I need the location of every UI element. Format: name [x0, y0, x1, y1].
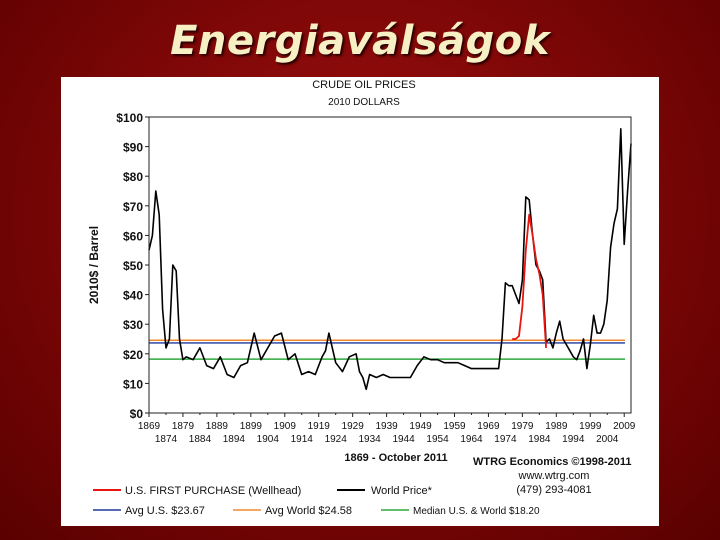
- x-tick-label: 1994: [562, 434, 585, 445]
- y-tick-label: $40: [123, 289, 143, 303]
- x-tick-label: 1944: [392, 434, 415, 445]
- y-tick-label: $50: [123, 259, 143, 273]
- x-tick-label: 1884: [189, 434, 212, 445]
- y-tick-label: $100: [116, 111, 143, 125]
- x-tick-label: 1914: [291, 434, 314, 445]
- x-tick-label: 2004: [596, 434, 619, 445]
- plot-area-border: [148, 116, 632, 414]
- y-tick-label: $90: [123, 141, 143, 155]
- chart-title: CRUDE OIL PRICES: [312, 79, 416, 91]
- series-line-world-price: [148, 127, 632, 391]
- x-tick-label: 1874: [155, 434, 178, 445]
- website-text: www.wtrg.com: [518, 470, 590, 482]
- y-axis-label: 2010$ / Barrel: [87, 226, 101, 304]
- x-tick-label: 1939: [375, 421, 398, 432]
- legend-label-world-price: World Price*: [371, 485, 433, 497]
- x-tick-label: 1909: [274, 421, 297, 432]
- x-tick-label: 1934: [359, 434, 382, 445]
- x-tick-label: 2009: [613, 421, 636, 432]
- chart-panel: CRUDE OIL PRICES 2010 DOLLARS 2010$ / Ba…: [61, 77, 659, 526]
- legend-label-avg-us: Avg U.S. $23.67: [125, 505, 205, 517]
- x-tick-label: 1869: [138, 421, 161, 432]
- series-line-u-s-first-purchase-wellhead: [512, 213, 547, 348]
- x-tick-label: 1879: [172, 421, 195, 432]
- y-tick-label: $10: [123, 377, 143, 391]
- y-tick-label: $20: [123, 348, 143, 362]
- x-tick-label: 1969: [477, 421, 500, 432]
- x-tick-label: 1999: [579, 421, 602, 432]
- x-tick-label: 1959: [443, 421, 466, 432]
- slide-title: Energiaválságok: [170, 18, 550, 64]
- legend-label-us-first-purchase: U.S. FIRST PURCHASE (Wellhead): [125, 485, 301, 497]
- chart-subtitle: 2010 DOLLARS: [328, 97, 400, 108]
- x-tick-label: 1949: [409, 421, 432, 432]
- x-tick-label: 1929: [342, 421, 365, 432]
- x-tick-label: 1924: [325, 434, 348, 445]
- y-tick-label: $60: [123, 229, 143, 243]
- y-tick-label: $70: [123, 200, 143, 214]
- x-tick-label: 1989: [545, 421, 568, 432]
- y-tick-label: $0: [130, 407, 144, 421]
- credit-text: WTRG Economics ©1998-2011: [473, 456, 632, 468]
- x-tick-label: 1894: [223, 434, 246, 445]
- x-tick-label: 1899: [240, 421, 263, 432]
- phone-text: (479) 293-4081: [516, 484, 591, 496]
- x-tick-label: 1889: [206, 421, 229, 432]
- legend-label-median: Median U.S. & World $18.20: [413, 506, 540, 517]
- x-tick-label: 1979: [511, 421, 534, 432]
- oil-price-chart: CRUDE OIL PRICES 2010 DOLLARS 2010$ / Ba…: [87, 79, 636, 517]
- y-tick-label: $80: [123, 170, 143, 184]
- legend: U.S. FIRST PURCHASE (Wellhead) World Pri…: [93, 485, 540, 517]
- x-tick-label: 1974: [494, 434, 517, 445]
- x-tick-label: 1904: [257, 434, 280, 445]
- x-axis-label: 1869 - October 2011: [344, 452, 447, 464]
- x-tick-label: 1919: [308, 421, 331, 432]
- y-tick-label: $30: [123, 318, 143, 332]
- x-tick-label: 1954: [426, 434, 449, 445]
- legend-label-avg-world: Avg World $24.58: [265, 505, 352, 517]
- x-tick-label: 1984: [528, 434, 551, 445]
- x-tick-label: 1964: [460, 434, 483, 445]
